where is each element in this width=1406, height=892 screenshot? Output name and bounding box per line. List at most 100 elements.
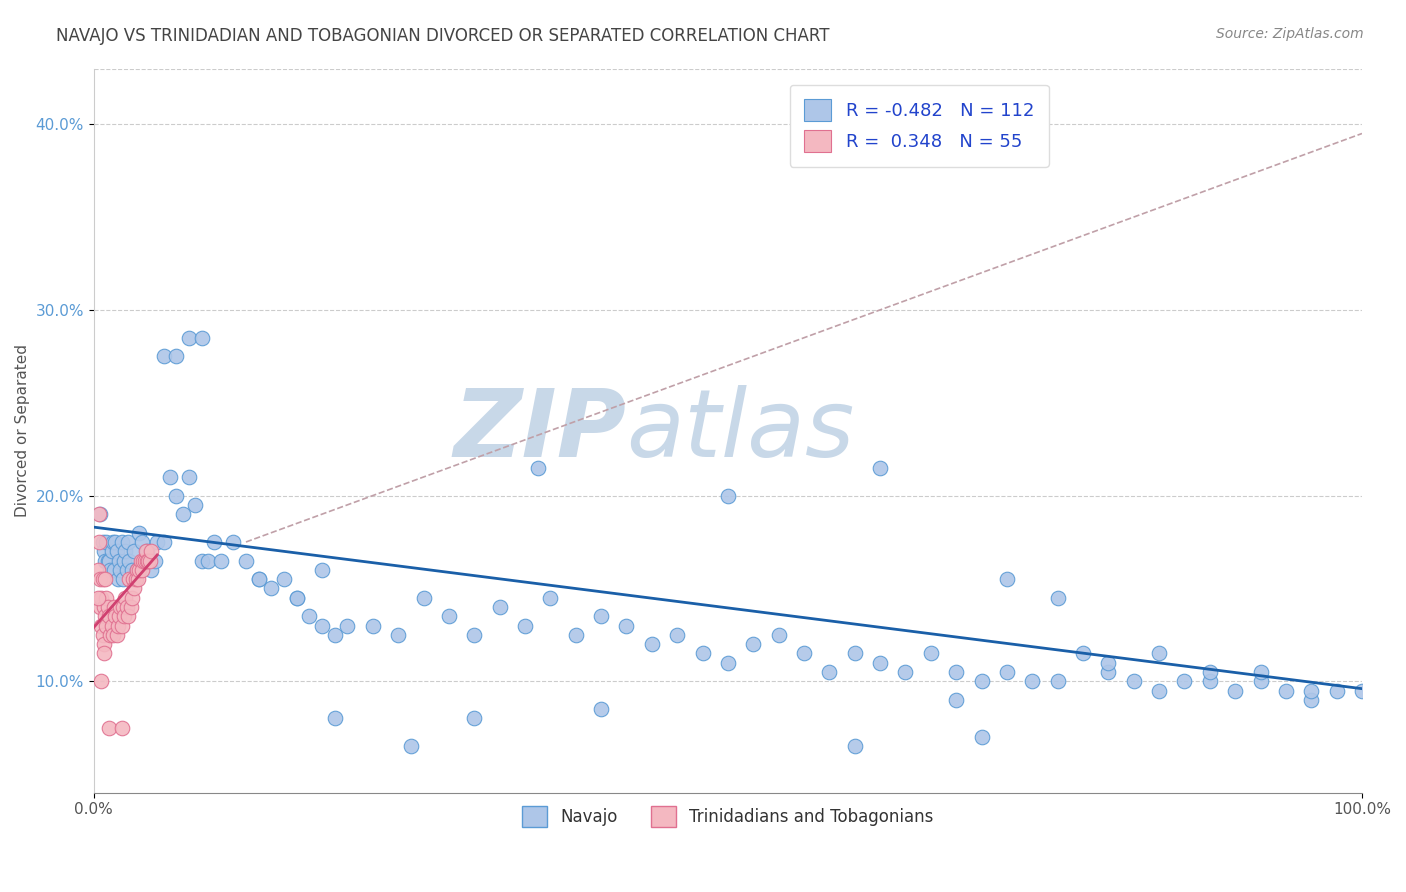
Point	[93, 637, 115, 651]
Point	[197, 553, 219, 567]
Point	[120, 599, 142, 614]
Point	[1021, 674, 1043, 689]
Point	[89, 507, 111, 521]
Point	[96, 535, 118, 549]
Point	[90, 618, 112, 632]
Point	[125, 563, 148, 577]
Point	[1046, 674, 1069, 689]
Point	[202, 535, 225, 549]
Point	[1173, 674, 1195, 689]
Point	[995, 572, 1018, 586]
Point	[129, 553, 152, 567]
Y-axis label: Divorced or Separated: Divorced or Separated	[15, 344, 30, 517]
Point	[190, 553, 212, 567]
Point	[463, 711, 485, 725]
Point	[136, 553, 159, 567]
Point	[135, 544, 157, 558]
Point	[118, 553, 141, 567]
Point	[139, 544, 162, 558]
Point	[361, 618, 384, 632]
Point	[121, 563, 143, 577]
Point	[260, 582, 283, 596]
Point	[108, 609, 131, 624]
Point	[1097, 656, 1119, 670]
Point	[311, 563, 333, 577]
Point	[894, 665, 917, 679]
Point	[970, 674, 993, 689]
Point	[1046, 591, 1069, 605]
Point	[235, 553, 257, 567]
Point	[112, 609, 135, 624]
Point	[273, 572, 295, 586]
Point	[105, 628, 128, 642]
Point	[844, 739, 866, 754]
Point	[152, 535, 174, 549]
Point	[285, 591, 308, 605]
Point	[247, 572, 270, 586]
Point	[94, 553, 117, 567]
Point	[136, 544, 159, 558]
Point	[146, 535, 169, 549]
Point	[463, 628, 485, 642]
Point	[97, 553, 120, 567]
Point	[89, 572, 111, 586]
Point	[945, 693, 967, 707]
Point	[111, 535, 134, 549]
Point	[139, 563, 162, 577]
Point	[112, 553, 135, 567]
Point	[190, 331, 212, 345]
Point	[111, 618, 134, 632]
Point	[127, 572, 149, 586]
Point	[1198, 665, 1220, 679]
Point	[298, 609, 321, 624]
Point	[117, 609, 139, 624]
Point	[336, 618, 359, 632]
Point	[591, 609, 613, 624]
Point	[177, 470, 200, 484]
Text: Source: ZipAtlas.com: Source: ZipAtlas.com	[1216, 27, 1364, 41]
Point	[125, 563, 148, 577]
Point	[172, 507, 194, 521]
Point	[742, 637, 765, 651]
Text: ZIP: ZIP	[454, 384, 627, 476]
Point	[94, 609, 117, 624]
Point	[86, 563, 108, 577]
Point	[128, 525, 150, 540]
Point	[616, 618, 638, 632]
Point	[768, 628, 790, 642]
Point	[101, 535, 124, 549]
Point	[134, 553, 156, 567]
Point	[717, 489, 740, 503]
Point	[91, 572, 114, 586]
Point	[124, 582, 146, 596]
Legend: Navajo, Trinidadians and Tobagonians: Navajo, Trinidadians and Tobagonians	[513, 798, 942, 835]
Point	[100, 544, 122, 558]
Point	[437, 609, 460, 624]
Point	[869, 460, 891, 475]
Point	[105, 544, 128, 558]
Point	[995, 665, 1018, 679]
Point	[1147, 683, 1170, 698]
Point	[1071, 647, 1094, 661]
Point	[104, 535, 127, 549]
Point	[285, 591, 308, 605]
Point	[311, 618, 333, 632]
Point	[1301, 683, 1323, 698]
Point	[108, 553, 131, 567]
Point	[98, 628, 121, 642]
Point	[159, 470, 181, 484]
Point	[399, 739, 422, 754]
Point	[124, 544, 146, 558]
Point	[1326, 683, 1348, 698]
Point	[132, 553, 155, 567]
Point	[1351, 683, 1374, 698]
Point	[107, 572, 129, 586]
Text: NAVAJO VS TRINIDADIAN AND TOBAGONIAN DIVORCED OR SEPARATED CORRELATION CHART: NAVAJO VS TRINIDADIAN AND TOBAGONIAN DIV…	[56, 27, 830, 45]
Point	[1250, 674, 1272, 689]
Point	[869, 656, 891, 670]
Point	[97, 599, 120, 614]
Point	[945, 665, 967, 679]
Point	[513, 618, 536, 632]
Point	[104, 609, 127, 624]
Point	[114, 591, 136, 605]
